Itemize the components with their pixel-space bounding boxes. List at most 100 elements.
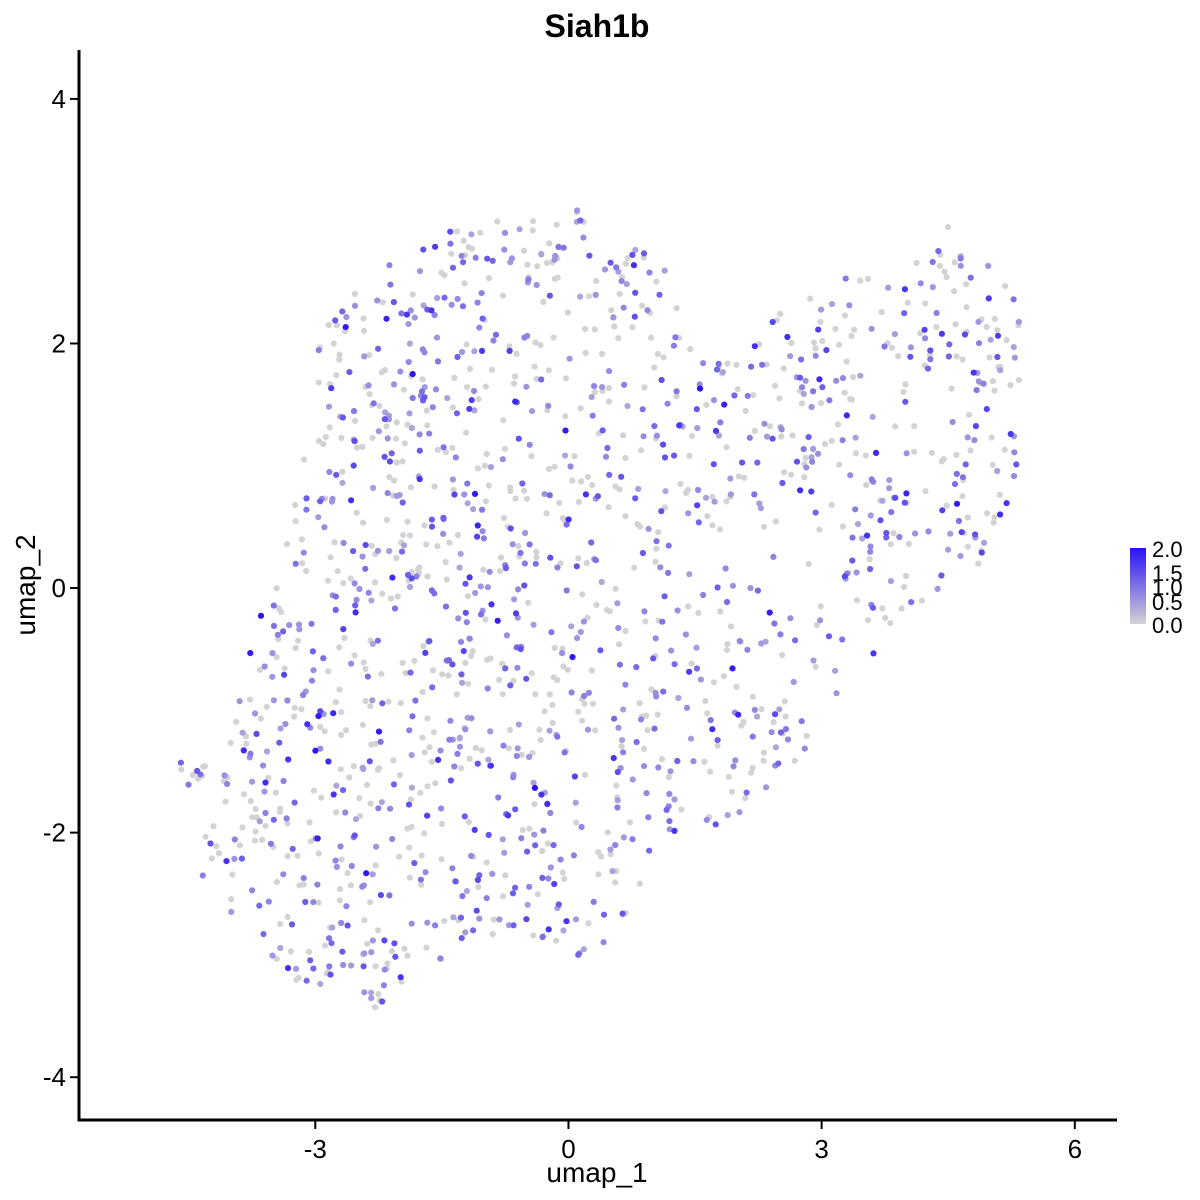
cell-point: [468, 653, 475, 660]
cell-point: [315, 850, 322, 857]
cell-point: [798, 718, 805, 725]
cell-point: [1010, 473, 1018, 480]
cell-point: [529, 227, 536, 234]
cell-point: [883, 529, 890, 537]
cell-point: [485, 756, 492, 763]
cell-point: [938, 572, 945, 579]
cell-point: [490, 337, 497, 344]
cell-point: [393, 492, 400, 500]
cell-point: [600, 911, 608, 918]
cell-point: [348, 862, 355, 870]
cell-point: [816, 526, 823, 533]
cell-point: [439, 671, 446, 678]
cell-point: [832, 325, 839, 332]
cell-point: [419, 688, 426, 696]
cell-point: [352, 609, 359, 616]
cell-point: [199, 872, 206, 879]
cell-point: [516, 226, 523, 233]
cell-point: [545, 465, 553, 472]
cell-point: [338, 731, 345, 739]
cell-point: [458, 671, 465, 678]
cell-point: [282, 720, 289, 728]
cell-point: [593, 601, 600, 609]
cell-point: [499, 292, 507, 299]
cell-point: [284, 965, 292, 972]
cell-point: [347, 882, 354, 889]
cell-point: [868, 476, 875, 483]
cell-point: [351, 417, 359, 424]
cell-point: [399, 499, 406, 506]
cell-point: [375, 765, 382, 772]
cell-point: [560, 663, 567, 670]
cell-point: [325, 403, 333, 410]
cell-point: [468, 397, 475, 404]
cell-point: [991, 315, 999, 322]
cell-point: [537, 737, 544, 744]
cell-point: [582, 349, 589, 357]
cell-point: [470, 506, 477, 513]
cell-point: [643, 790, 650, 797]
cell-point: [847, 472, 854, 479]
cell-point: [251, 837, 258, 844]
cell-point: [461, 280, 468, 287]
cell-point: [658, 376, 665, 384]
cell-point: [374, 297, 381, 304]
cell-point: [295, 637, 302, 644]
cell-point: [862, 452, 870, 459]
cell-point: [940, 456, 947, 463]
cell-point: [667, 768, 674, 775]
cell-point: [388, 948, 396, 955]
cell-point: [744, 646, 751, 653]
colorbar-labels: 2.01.51.00.50.0: [1152, 537, 1183, 638]
cell-point: [501, 229, 509, 236]
cell-point: [257, 612, 265, 619]
cell-point: [374, 547, 381, 554]
cell-point: [457, 550, 464, 557]
cell-point: [771, 382, 779, 389]
cell-point: [336, 644, 343, 651]
cell-point: [975, 560, 982, 567]
cell-point: [531, 831, 538, 838]
cell-point: [538, 791, 545, 798]
cell-point: [236, 842, 243, 849]
cell-point: [479, 506, 486, 513]
cell-point: [397, 368, 404, 375]
cell-point: [251, 710, 259, 717]
cell-point: [556, 499, 563, 506]
cell-point: [766, 423, 774, 430]
cell-point: [957, 553, 964, 560]
cell-point: [256, 666, 264, 674]
cell-point: [523, 916, 530, 923]
cell-point: [437, 747, 444, 754]
cell-point: [325, 758, 332, 765]
cell-point: [584, 473, 592, 480]
cell-point: [481, 462, 489, 469]
cell-point: [641, 763, 648, 770]
cell-point: [471, 826, 478, 834]
cell-point: [292, 518, 299, 525]
cell-point: [922, 488, 929, 495]
cell-point: [735, 473, 742, 480]
cell-point: [754, 459, 761, 466]
cell-point: [370, 400, 377, 407]
cell-point: [853, 597, 861, 604]
cell-point: [317, 723, 324, 731]
cell-point: [695, 486, 702, 494]
cell-point: [328, 385, 335, 392]
cell-point: [604, 829, 611, 836]
cell-point: [548, 629, 555, 636]
cell-point: [315, 347, 322, 354]
cell-point: [270, 602, 277, 609]
cell-point: [267, 840, 274, 847]
cell-point: [866, 556, 873, 563]
cell-point: [662, 488, 669, 495]
cell-point: [512, 610, 520, 617]
cell-point: [955, 517, 963, 525]
cell-point: [326, 963, 333, 970]
cell-point: [817, 617, 824, 624]
cell-point: [577, 217, 584, 224]
cell-point: [602, 453, 610, 460]
cell-point: [918, 597, 926, 604]
cell-point: [525, 599, 532, 606]
cell-point: [879, 605, 886, 612]
